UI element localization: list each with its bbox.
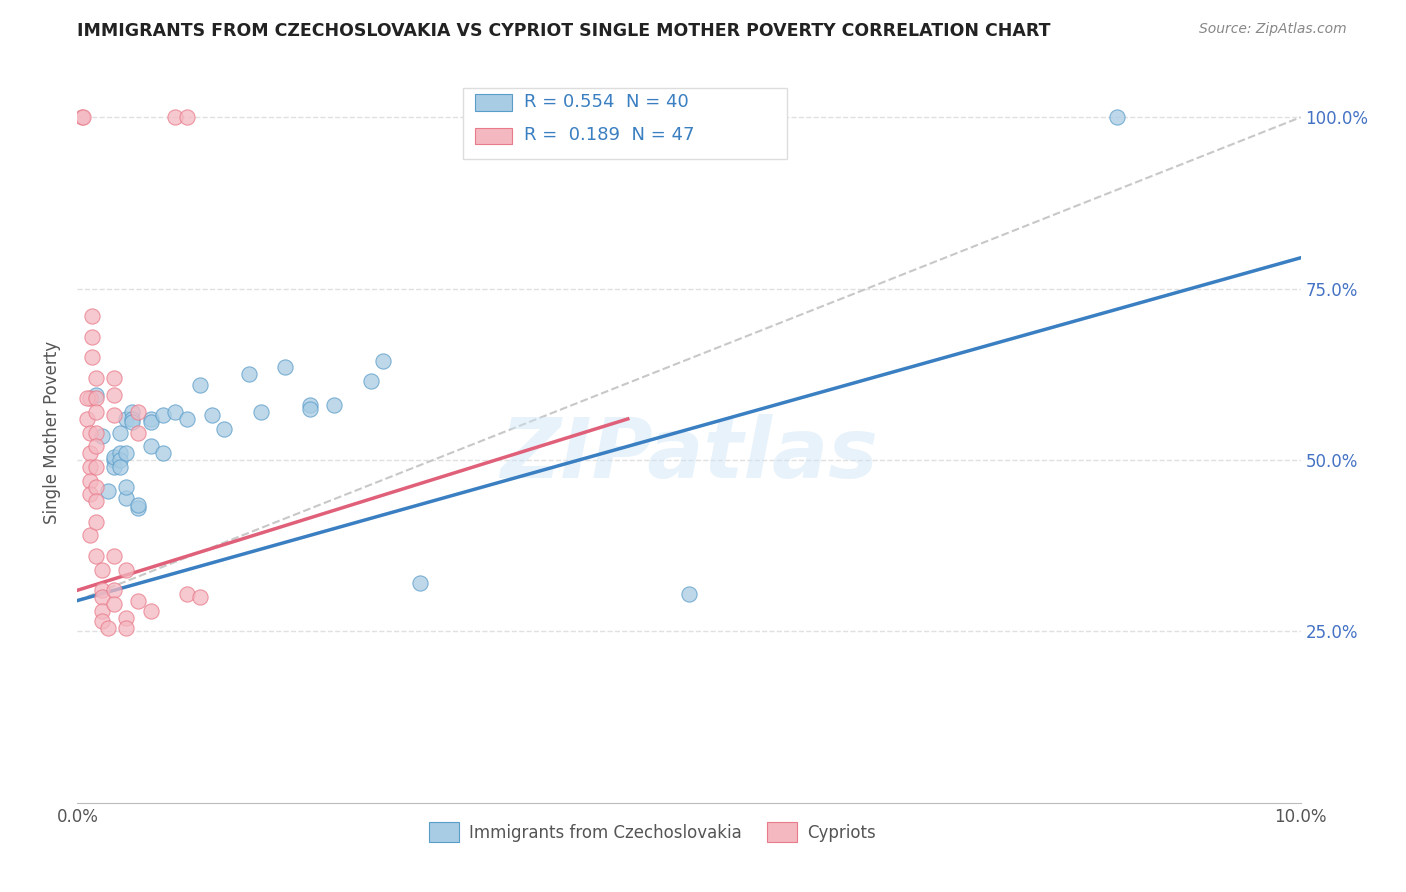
Point	[79, 425, 101, 440]
Point	[84, 515, 107, 529]
Point	[80, 350, 103, 364]
Point	[127, 501, 149, 516]
Text: R =  0.189  N = 47: R = 0.189 N = 47	[524, 126, 695, 144]
Point	[70, 110, 93, 124]
Point	[103, 583, 125, 598]
Text: ZIPatlas: ZIPatlas	[501, 414, 877, 495]
Point	[409, 576, 432, 591]
Point	[108, 453, 131, 467]
Point	[139, 439, 162, 453]
Point	[72, 110, 94, 124]
Point	[115, 621, 138, 635]
Point	[298, 401, 321, 416]
Point	[103, 549, 125, 563]
Point	[152, 446, 174, 460]
Point	[97, 621, 120, 635]
Point	[108, 446, 131, 460]
Point	[103, 453, 125, 467]
Point	[121, 415, 143, 429]
Point	[298, 398, 321, 412]
Point	[84, 371, 107, 385]
Text: R = 0.554  N = 40: R = 0.554 N = 40	[524, 93, 689, 111]
Point	[371, 353, 394, 368]
Point	[103, 388, 125, 402]
Point	[115, 446, 138, 460]
Point	[360, 374, 382, 388]
Point	[115, 610, 138, 624]
Point	[84, 459, 107, 474]
Point	[79, 446, 101, 460]
Point	[84, 494, 107, 508]
Point	[79, 392, 101, 406]
Point	[79, 474, 101, 488]
Point	[127, 593, 149, 607]
Point	[115, 563, 138, 577]
Point	[165, 110, 187, 124]
Point	[90, 590, 112, 604]
Point	[103, 409, 125, 423]
Point	[323, 398, 346, 412]
Point	[127, 498, 149, 512]
Y-axis label: Single Mother Poverty: Single Mother Poverty	[44, 341, 62, 524]
Point	[103, 459, 125, 474]
Point	[79, 459, 101, 474]
Point	[80, 329, 103, 343]
Point	[121, 405, 143, 419]
Point	[238, 368, 260, 382]
Point	[201, 409, 224, 423]
Point	[250, 405, 273, 419]
Point	[176, 110, 198, 124]
Point	[84, 480, 107, 494]
Point	[139, 415, 162, 429]
Point	[103, 450, 125, 464]
Point	[84, 388, 107, 402]
FancyBboxPatch shape	[463, 88, 787, 159]
Point	[79, 528, 101, 542]
Point	[176, 587, 198, 601]
Point	[90, 429, 112, 443]
Point	[176, 412, 198, 426]
Point	[678, 587, 700, 601]
Point	[121, 412, 143, 426]
Point	[165, 405, 187, 419]
FancyBboxPatch shape	[475, 128, 512, 144]
Point	[103, 597, 125, 611]
Point	[84, 405, 107, 419]
Point	[103, 371, 125, 385]
Point	[115, 480, 138, 494]
Point	[108, 425, 131, 440]
Point	[90, 604, 112, 618]
Point	[188, 377, 211, 392]
Point	[212, 422, 235, 436]
Point	[1107, 110, 1129, 124]
Point	[84, 549, 107, 563]
Text: IMMIGRANTS FROM CZECHOSLOVAKIA VS CYPRIOT SINGLE MOTHER POVERTY CORRELATION CHAR: IMMIGRANTS FROM CZECHOSLOVAKIA VS CYPRIO…	[77, 22, 1050, 40]
Point	[84, 392, 107, 406]
Point	[139, 412, 162, 426]
Point	[76, 392, 98, 406]
Point	[79, 487, 101, 501]
Point	[80, 309, 103, 323]
Point	[127, 425, 149, 440]
Point	[188, 590, 211, 604]
Point	[274, 360, 297, 375]
Point	[152, 409, 174, 423]
Point	[76, 412, 98, 426]
Point	[115, 491, 138, 505]
Legend: Immigrants from Czechoslovakia, Cypriots: Immigrants from Czechoslovakia, Cypriots	[420, 814, 884, 850]
FancyBboxPatch shape	[475, 95, 512, 111]
Point	[90, 583, 112, 598]
Point	[139, 604, 162, 618]
Point	[97, 483, 120, 498]
Point	[108, 459, 131, 474]
Point	[84, 425, 107, 440]
Text: Source: ZipAtlas.com: Source: ZipAtlas.com	[1199, 22, 1347, 37]
Point	[90, 614, 112, 628]
Point	[84, 439, 107, 453]
Point	[115, 412, 138, 426]
Point	[127, 405, 149, 419]
Point	[90, 563, 112, 577]
